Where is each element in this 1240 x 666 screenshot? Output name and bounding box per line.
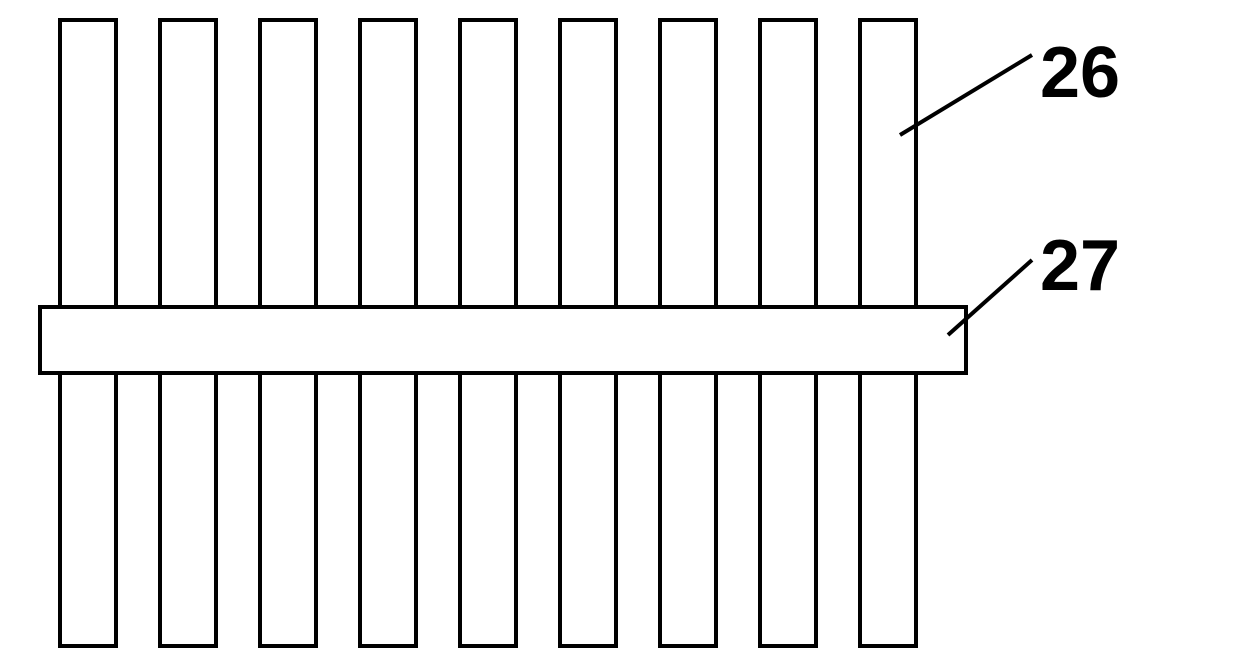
horizontal-bar — [38, 305, 968, 375]
engineering-diagram: 26 27 — [0, 0, 1240, 666]
callout-label-26: 26 — [1040, 32, 1120, 114]
callout-label-27: 27 — [1040, 225, 1120, 307]
